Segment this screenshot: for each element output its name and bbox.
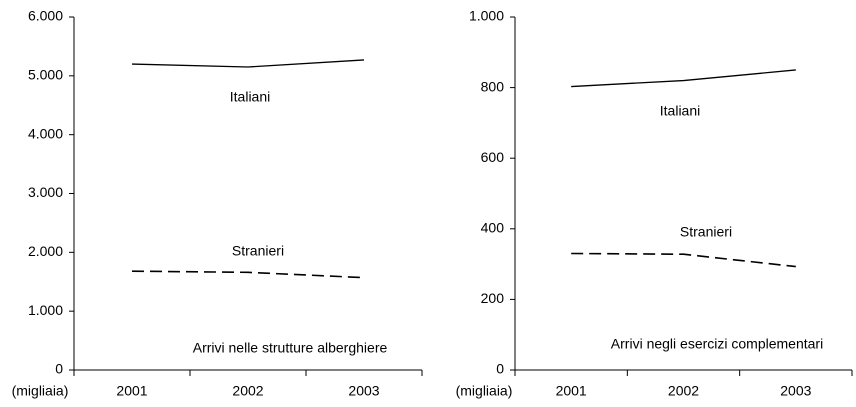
y-tick-label: 800: [481, 78, 505, 94]
series-label: Stranieri: [680, 224, 732, 240]
annotation: Arrivi nelle strutture alberghiere: [193, 340, 388, 356]
series-line: [571, 69, 796, 88]
series-label: Italiani: [660, 103, 700, 119]
x-tick-label: 2003: [780, 383, 811, 399]
y-tick-label: 0: [496, 361, 504, 377]
x-tick-label: 2003: [348, 383, 379, 399]
y-tick-label: 600: [481, 149, 505, 165]
y-tick-label: 200: [481, 290, 505, 306]
unit-label: (migliaia): [12, 383, 69, 399]
x-tick-label: 2002: [668, 383, 699, 399]
y-tick-label: 2.000: [28, 243, 63, 259]
y-tick-label: 0: [55, 361, 63, 377]
series-line: [131, 270, 365, 279]
series-line: [571, 252, 796, 268]
series-label: Stranieri: [232, 243, 284, 259]
y-tick-label: 6.000: [28, 8, 63, 24]
y-tick-label: 5.000: [28, 67, 63, 83]
series-label: Italiani: [230, 89, 270, 105]
y-tick-label: 400: [481, 220, 505, 236]
y-tick-label: 3.000: [28, 184, 63, 200]
y-tick-label: 1.000: [469, 8, 504, 24]
x-tick-label: 2001: [556, 383, 587, 399]
x-tick-label: 2002: [232, 383, 263, 399]
y-tick-label: 4.000: [28, 125, 63, 141]
annotation: Arrivi negli esercizi complementari: [611, 336, 823, 352]
x-tick-label: 2001: [116, 383, 147, 399]
unit-label: (migliaia): [456, 383, 513, 399]
series-line: [131, 59, 365, 68]
y-tick-label: 1.000: [28, 302, 63, 318]
